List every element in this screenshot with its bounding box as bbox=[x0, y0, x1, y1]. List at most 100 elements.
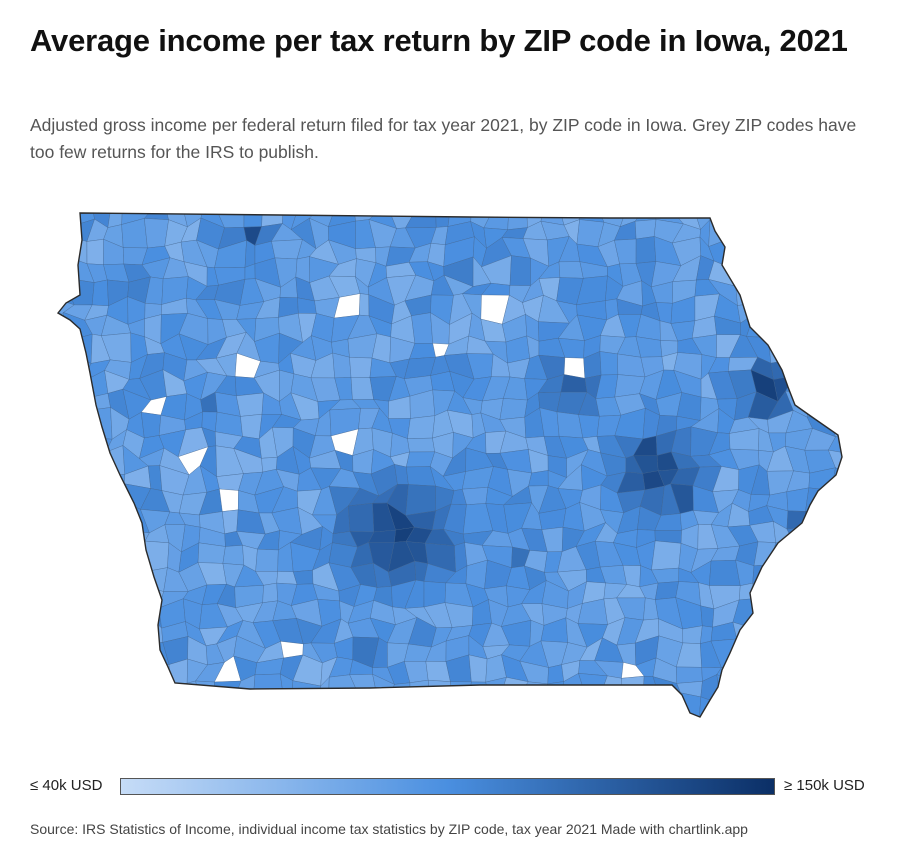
zip-code-region bbox=[827, 711, 842, 717]
zip-code-region bbox=[700, 605, 715, 628]
zip-code-region bbox=[849, 318, 850, 334]
zip-code-region bbox=[58, 312, 66, 342]
legend-max-label: ≥ 150k USD bbox=[784, 777, 865, 794]
zip-code-region bbox=[825, 641, 842, 660]
zip-code-region bbox=[803, 540, 832, 570]
zip-code-region bbox=[599, 351, 619, 376]
zip-code-region bbox=[845, 227, 850, 250]
zip-code-region bbox=[58, 217, 71, 243]
zip-code-region bbox=[84, 679, 110, 706]
iowa-choropleth-map bbox=[50, 205, 850, 730]
zip-code-region bbox=[122, 561, 147, 588]
zip-code-region bbox=[806, 581, 836, 603]
zip-code-region bbox=[842, 503, 850, 533]
zip-code-region bbox=[651, 540, 682, 571]
zip-code-region bbox=[803, 526, 832, 547]
zip-code-region bbox=[758, 682, 775, 705]
zip-code-region bbox=[89, 566, 114, 589]
zip-code-region bbox=[708, 703, 740, 717]
zip-code-region bbox=[825, 657, 842, 681]
zip-code-region bbox=[749, 278, 773, 305]
zip-code-region bbox=[767, 263, 794, 280]
zip-code-region bbox=[72, 605, 94, 623]
zip-code-region bbox=[806, 393, 829, 418]
zip-code-region bbox=[62, 502, 89, 535]
zip-code-region bbox=[846, 332, 850, 354]
zip-code-region bbox=[803, 262, 836, 282]
zip-code-region bbox=[771, 278, 794, 301]
legend-min-label: ≤ 40k USD bbox=[30, 777, 103, 794]
zip-code-region bbox=[804, 641, 829, 660]
zip-code-region bbox=[127, 655, 149, 681]
zip-code-region bbox=[85, 475, 110, 492]
zip-code-region bbox=[143, 664, 171, 685]
zip-code-region bbox=[561, 697, 587, 717]
zip-code-region bbox=[58, 354, 76, 378]
zip-code-region bbox=[103, 603, 123, 625]
zip-code-region bbox=[84, 696, 111, 717]
zip-code-region bbox=[824, 313, 842, 340]
zip-code-region bbox=[841, 523, 842, 547]
zip-code-region bbox=[58, 432, 66, 456]
zip-code-region bbox=[805, 511, 833, 534]
zip-code-region bbox=[766, 213, 798, 229]
zip-code-region bbox=[82, 527, 108, 552]
zip-code-region bbox=[808, 219, 835, 251]
zip-code-region bbox=[69, 638, 89, 666]
zip-code-region bbox=[835, 280, 842, 307]
zip-code-region bbox=[81, 617, 110, 640]
zip-code-region bbox=[125, 675, 149, 700]
iowa-state-outline bbox=[56, 212, 843, 718]
zip-code-region bbox=[509, 255, 531, 286]
zip-code-region bbox=[262, 582, 278, 603]
zip-code-region bbox=[67, 674, 93, 698]
zip-code-region bbox=[825, 673, 842, 705]
zip-code-region bbox=[58, 583, 76, 607]
zip-code-region bbox=[746, 627, 768, 648]
zip-code-region bbox=[807, 696, 829, 716]
zip-code-region bbox=[58, 447, 68, 478]
zip-code-region bbox=[244, 239, 256, 268]
zip-code-region bbox=[58, 213, 70, 228]
zip-code-region bbox=[831, 213, 842, 230]
zip-code-region bbox=[792, 356, 815, 383]
chart-title: Average income per tax return by ZIP cod… bbox=[30, 23, 848, 58]
zip-code-region bbox=[656, 692, 681, 717]
zip-code-region bbox=[825, 621, 842, 646]
legend-color-scale bbox=[120, 778, 775, 795]
zip-code-region bbox=[427, 679, 453, 705]
zip-code-region bbox=[83, 487, 110, 512]
zip-code-region bbox=[792, 336, 815, 360]
zip-code-region bbox=[823, 373, 842, 400]
zip-code-region bbox=[103, 502, 126, 531]
zip-code-region bbox=[141, 679, 171, 698]
zip-code-region bbox=[405, 451, 436, 468]
zip-code-region bbox=[620, 695, 645, 717]
zip-code-region bbox=[654, 581, 679, 600]
zip-code-region bbox=[729, 226, 759, 245]
zip-code-region bbox=[848, 597, 850, 626]
zip-code-region bbox=[787, 676, 809, 697]
zip-code-region bbox=[405, 484, 437, 516]
zip-code-region bbox=[122, 697, 148, 716]
zip-code-region bbox=[104, 561, 129, 589]
zip-code-region bbox=[121, 578, 147, 611]
zip-code-region bbox=[766, 662, 788, 683]
zip-code-region bbox=[806, 313, 830, 340]
zip-code-region bbox=[785, 642, 811, 663]
zip-code-region bbox=[803, 356, 826, 383]
zip-code-region bbox=[499, 692, 526, 717]
zip-code-region bbox=[409, 679, 431, 706]
zip-code-region bbox=[733, 638, 757, 663]
zip-code-region bbox=[72, 617, 89, 644]
zip-code-region bbox=[84, 449, 108, 478]
zip-code-region bbox=[635, 236, 657, 264]
zip-code-region bbox=[824, 350, 842, 381]
zip-code-region bbox=[58, 465, 69, 488]
zip-code-region bbox=[103, 483, 126, 505]
zip-code-region bbox=[547, 664, 565, 685]
zip-code-region bbox=[752, 564, 778, 586]
zip-code-region bbox=[87, 662, 110, 685]
zip-code-region bbox=[578, 697, 600, 717]
zip-code-region bbox=[752, 582, 778, 605]
